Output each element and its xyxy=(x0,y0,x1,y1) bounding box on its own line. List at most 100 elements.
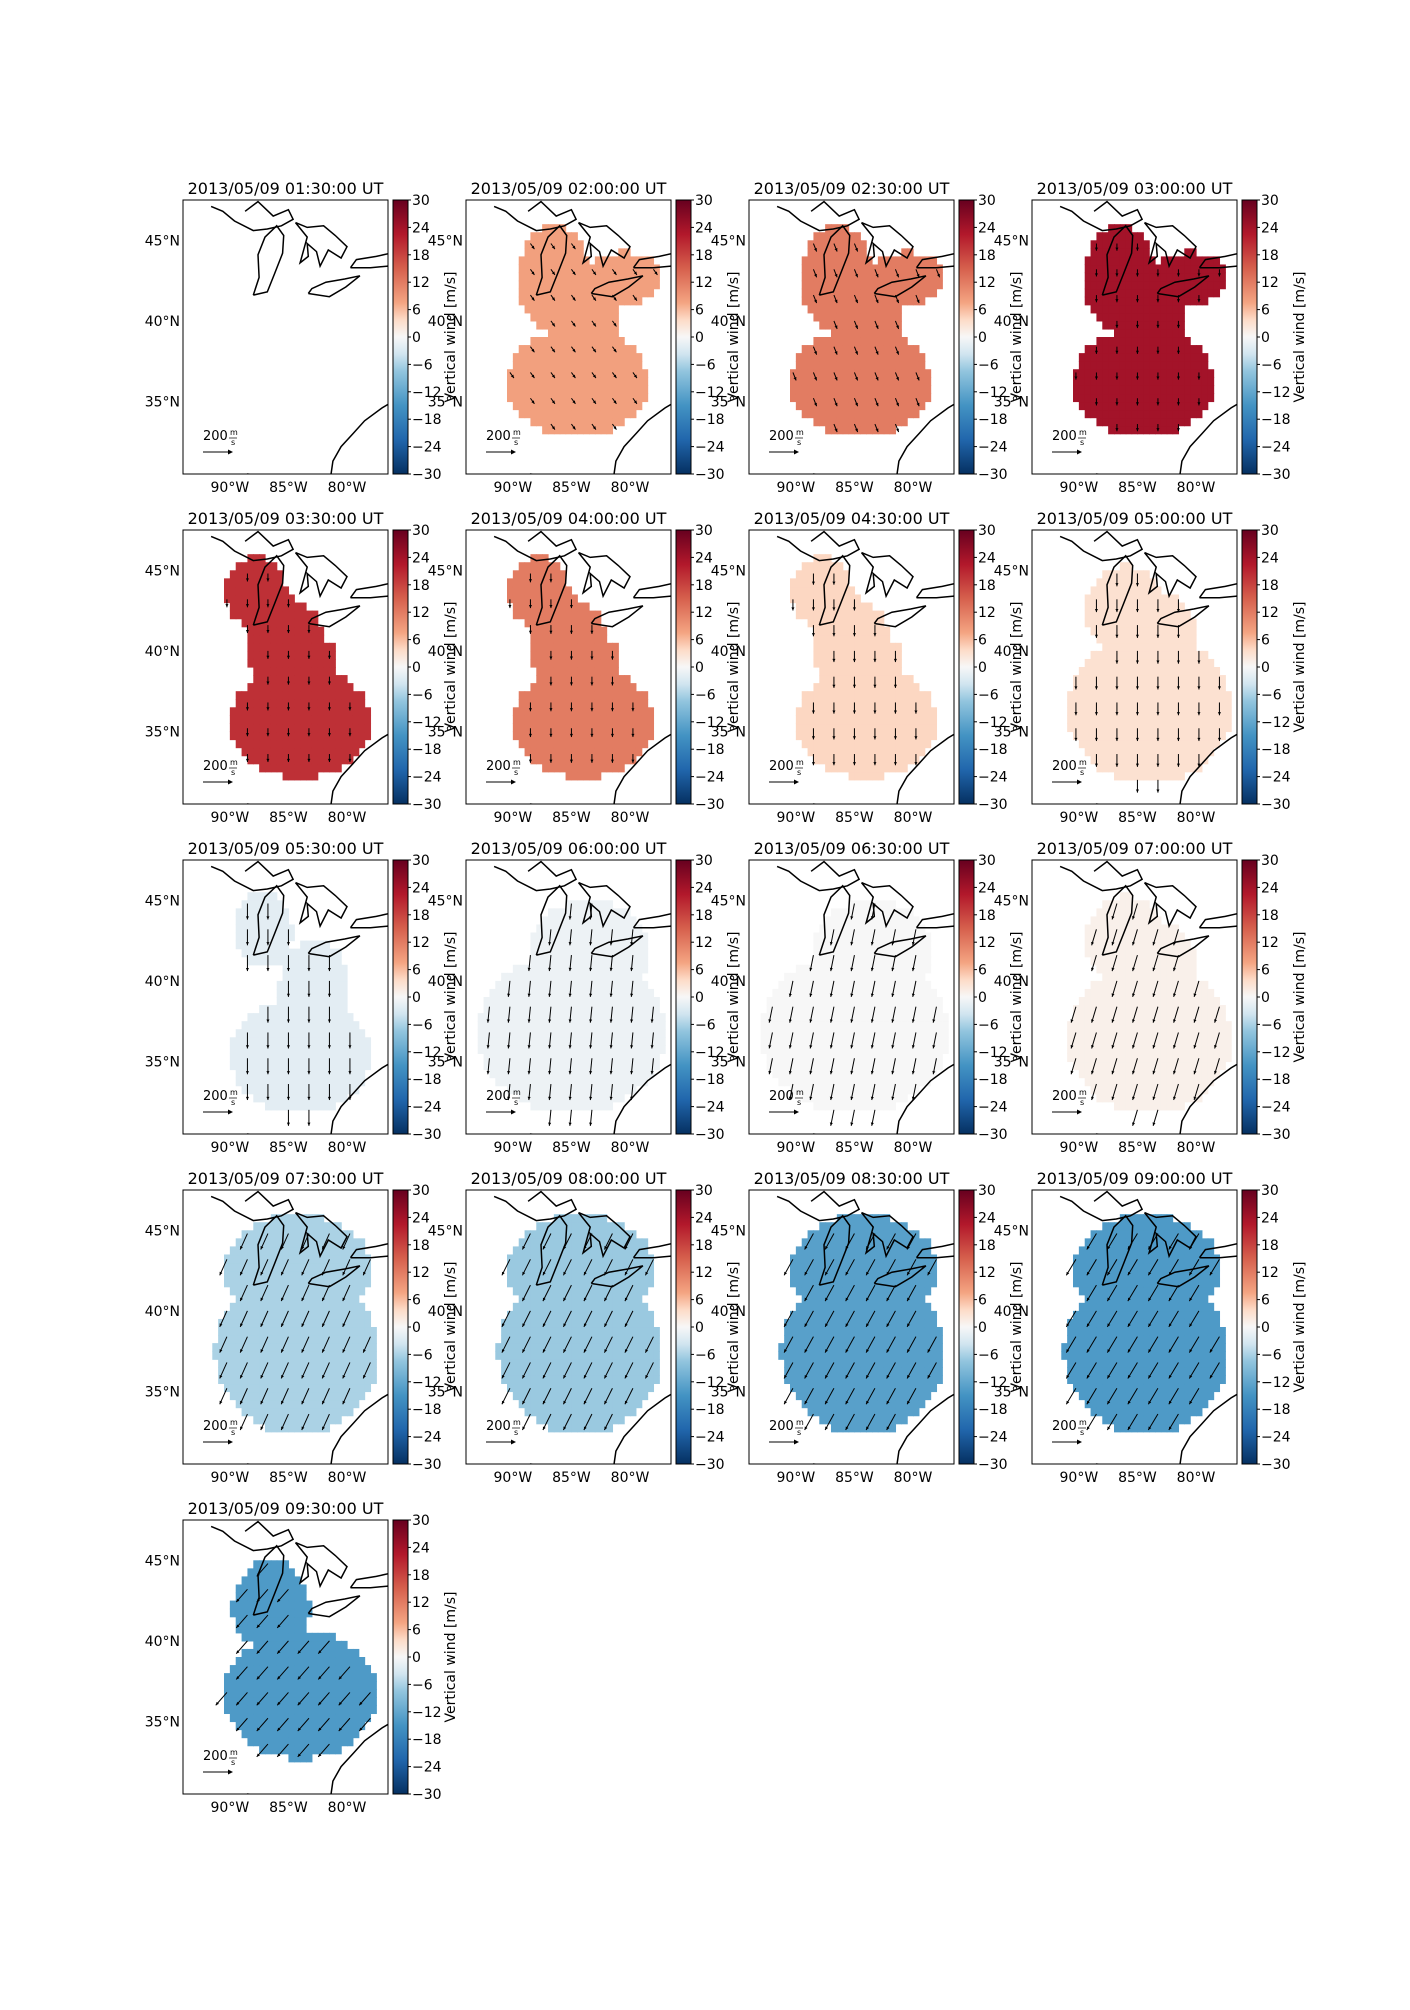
heatmap-cell xyxy=(311,667,319,676)
heatmap-cell xyxy=(1166,304,1174,314)
wind-vector-head xyxy=(893,762,897,766)
heatmap-cell xyxy=(913,288,920,298)
heatmap-cell xyxy=(641,369,649,378)
heatmap-cell xyxy=(883,345,891,354)
heatmap-cell xyxy=(1190,739,1197,749)
heatmap-cell xyxy=(813,731,820,741)
heatmap-cell xyxy=(559,369,567,378)
heatmap-cell xyxy=(836,763,844,773)
heatmap-cell xyxy=(600,707,608,716)
heatmap-cell xyxy=(860,699,867,708)
heatmap-cell xyxy=(819,312,826,322)
heatmap-cell xyxy=(889,755,897,765)
heatmap-cell xyxy=(836,570,844,579)
heatmap-cell xyxy=(1190,691,1197,700)
heatmap-cell xyxy=(577,312,584,322)
heatmap-cell xyxy=(352,739,360,749)
wind-vector-head xyxy=(572,323,576,327)
heatmap-cell xyxy=(889,320,897,330)
wind-vector-head xyxy=(286,1019,290,1023)
heatmap-cell xyxy=(860,377,867,386)
heatmap-cell xyxy=(1143,345,1150,354)
heatmap-cell xyxy=(1084,361,1092,370)
heatmap-cell xyxy=(530,1093,537,1103)
wind-vector-head xyxy=(811,633,815,637)
heatmap-cell xyxy=(854,642,861,652)
heatmap-cell xyxy=(259,626,266,636)
heatmap-cell xyxy=(895,320,902,330)
heatmap-cell xyxy=(1219,683,1226,692)
heatmap-cell xyxy=(1114,337,1121,346)
heatmap-cell xyxy=(600,377,608,386)
heatmap-cell xyxy=(606,369,614,378)
heatmap-cell xyxy=(1108,377,1115,386)
heatmap-cell xyxy=(548,763,555,773)
wind-vector-head xyxy=(286,1045,290,1049)
heatmap-cell xyxy=(1073,385,1080,395)
heatmap-cell xyxy=(877,731,885,741)
heatmap-cell xyxy=(364,731,372,741)
heatmap-cell xyxy=(600,353,608,362)
heatmap-cell xyxy=(518,691,526,700)
heatmap-cell xyxy=(1137,425,1144,435)
heatmap-cell xyxy=(347,683,354,692)
heatmap-cell xyxy=(300,739,307,749)
heatmap-cell xyxy=(635,723,643,733)
heatmap-cell xyxy=(877,361,885,370)
heatmap-cell xyxy=(288,594,295,604)
heatmap-cell xyxy=(247,956,254,966)
heatmap-cell xyxy=(364,1053,372,1063)
wind-vector-head xyxy=(286,1071,290,1075)
heatmap-cell xyxy=(848,667,856,676)
heatmap-cell xyxy=(860,763,867,773)
heatmap-cell xyxy=(1084,393,1092,403)
wind-vector-head xyxy=(1176,763,1180,767)
heatmap-cell xyxy=(594,675,602,684)
heatmap-cell xyxy=(1178,626,1185,636)
heatmap-cell xyxy=(559,248,567,258)
heatmap-cell xyxy=(524,602,532,612)
heatmap-cell xyxy=(795,707,803,716)
heatmap-cell xyxy=(323,964,331,974)
x-tick-label: 80°W xyxy=(894,480,933,496)
heatmap-cell xyxy=(1119,723,1127,733)
colorbar-tick-label: 18 xyxy=(978,248,996,264)
heatmap-cell xyxy=(630,683,637,692)
heatmap-cell xyxy=(901,699,908,708)
heatmap-cell xyxy=(317,1037,325,1046)
wind-vector-head xyxy=(1115,428,1119,432)
heatmap-cell xyxy=(1160,409,1168,419)
heatmap-cell xyxy=(235,691,243,700)
heatmap-cell xyxy=(317,1005,325,1014)
heatmap-cell xyxy=(1225,707,1232,716)
heatmap-cell xyxy=(594,280,602,290)
heatmap-cell xyxy=(618,755,625,765)
heatmap-cell xyxy=(1172,320,1180,330)
heatmap-cell xyxy=(848,658,856,668)
heatmap-cell xyxy=(265,618,272,628)
heatmap-cell xyxy=(1108,256,1115,266)
map-area xyxy=(776,530,954,804)
heatmap-cell xyxy=(1096,288,1103,298)
wind-vector-head xyxy=(633,374,637,379)
heatmap-cell xyxy=(854,280,861,290)
heatmap-cell xyxy=(883,699,891,708)
heatmap-cell xyxy=(854,618,861,628)
heatmap-cell xyxy=(565,417,573,427)
heatmap-cell xyxy=(848,304,856,314)
heatmap-cell xyxy=(1166,667,1174,676)
wind-vector-head xyxy=(286,758,290,763)
heatmap-cell xyxy=(253,900,260,909)
heatmap-cell xyxy=(524,377,532,386)
heatmap-cell xyxy=(842,232,850,241)
colorbar-tick-label: 18 xyxy=(412,908,430,924)
heatmap-cell xyxy=(1096,650,1103,660)
colorbar-tick-label: 6 xyxy=(412,633,421,649)
heatmap-cell xyxy=(536,691,543,700)
heatmap-cell xyxy=(235,723,243,733)
heatmap-cell xyxy=(1137,401,1144,411)
heatmap-cell xyxy=(872,280,879,290)
heatmap-cell xyxy=(624,377,631,386)
heatmap-cell xyxy=(536,401,543,411)
heatmap-cell xyxy=(288,1029,295,1038)
